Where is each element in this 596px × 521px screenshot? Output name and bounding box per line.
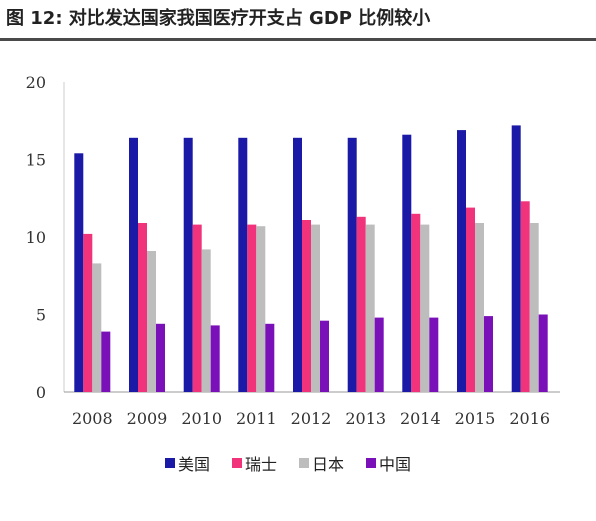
x-tick-label: 2012	[291, 409, 332, 428]
bar-日本-2016	[529, 223, 539, 392]
bar-美国-2016	[511, 125, 521, 393]
legend-label-瑞士: 瑞士	[245, 455, 277, 474]
bar-日本-2011	[256, 226, 266, 392]
bar-瑞士-2010	[192, 224, 202, 392]
bar-瑞士-2014	[411, 213, 421, 393]
bar-美国-2014	[402, 134, 412, 392]
bar-瑞士-2012	[302, 220, 311, 392]
legend: 美国 瑞士 日本 中国	[165, 455, 411, 474]
bar-中国-2015	[484, 316, 493, 392]
x-tick-label: 2016	[509, 409, 550, 428]
bar-瑞士-2011	[247, 224, 257, 392]
bar-美国-2015	[457, 130, 466, 392]
bars-group	[74, 125, 548, 393]
x-tick-label: 2013	[345, 409, 386, 428]
x-tick-label: 2014	[400, 409, 441, 428]
bar-瑞士-2016	[520, 201, 530, 392]
bar-中国-2009	[156, 323, 165, 392]
bar-瑞士-2015	[466, 207, 475, 392]
y-tick-label: 10	[26, 228, 46, 247]
bar-日本-2008	[92, 263, 102, 392]
bar-中国-2008	[101, 331, 111, 392]
legend-swatch-中国	[366, 458, 376, 468]
bar-日本-2012	[311, 224, 320, 392]
bar-日本-2014	[420, 224, 430, 392]
y-tick-label: 5	[36, 306, 46, 325]
bar-美国-2008	[74, 153, 84, 392]
bar-日本-2009	[147, 251, 156, 392]
bar-日本-2015	[475, 223, 484, 392]
bar-日本-2013	[365, 224, 375, 392]
bar-瑞士-2013	[356, 216, 366, 392]
legend-swatch-日本	[299, 458, 309, 468]
x-tick-label: 2008	[72, 409, 113, 428]
x-tick-labels: 2008 2009 2010 2011 2012 2013 2014 2015 2016	[72, 409, 550, 428]
y-tick-label: 0	[36, 383, 46, 402]
bar-中国-2012	[320, 320, 329, 392]
figure-title: 图 12: 对比发达国家我国医疗开支占 GDP 比例较小	[6, 8, 431, 29]
legend-swatch-瑞士	[232, 458, 242, 468]
bar-中国-2016	[538, 314, 548, 392]
legend-swatch-美国	[165, 458, 175, 468]
bar-瑞士-2008	[83, 233, 93, 392]
y-tick-labels: 0 5 10 15 20	[26, 73, 46, 402]
legend-label-美国: 美国	[178, 455, 210, 474]
y-tick-label: 15	[26, 151, 46, 170]
bar-美国-2009	[129, 137, 138, 392]
bar-美国-2012	[293, 137, 302, 392]
bar-中国-2010	[210, 325, 220, 392]
bar-美国-2010	[183, 137, 193, 392]
x-tick-label: 2009	[127, 409, 168, 428]
bar-中国-2013	[374, 317, 384, 392]
x-tick-label: 2015	[455, 409, 496, 428]
bar-中国-2011	[265, 323, 275, 392]
bar-美国-2011	[238, 137, 248, 392]
legend-label-日本: 日本	[312, 455, 344, 474]
y-tick-label: 20	[26, 73, 46, 92]
bar-瑞士-2009	[138, 223, 147, 392]
bar-日本-2010	[201, 249, 211, 392]
legend-label-中国: 中国	[379, 455, 411, 474]
bar-中国-2014	[429, 317, 439, 392]
x-tick-label: 2010	[181, 409, 222, 428]
bar-美国-2013	[347, 137, 357, 392]
x-tick-label: 2011	[236, 409, 277, 428]
title-divider	[0, 38, 596, 41]
